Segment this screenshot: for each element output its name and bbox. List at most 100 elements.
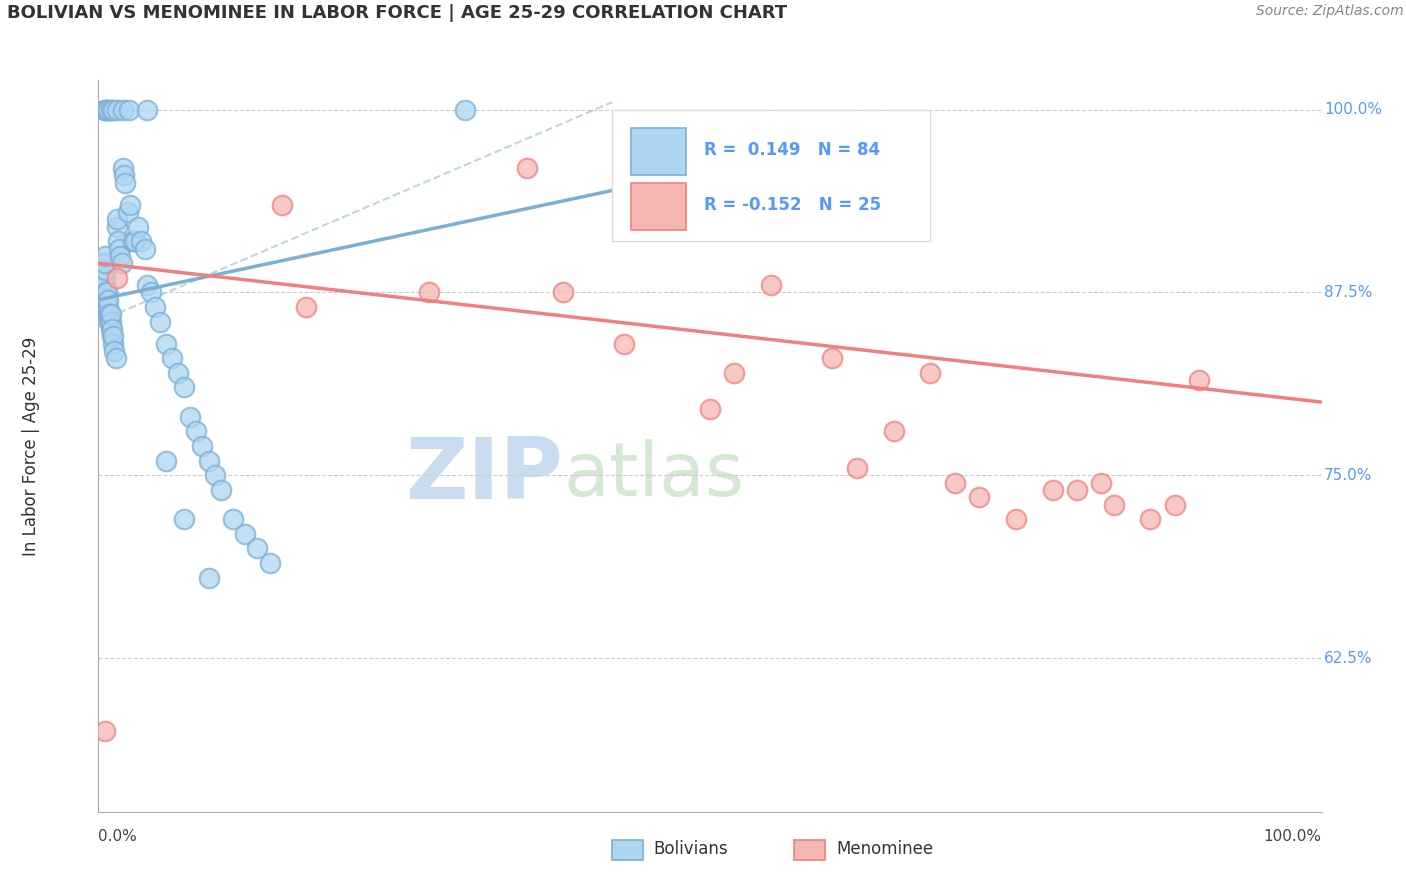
Text: 62.5%: 62.5% xyxy=(1324,650,1372,665)
Point xyxy=(93,285,115,300)
Point xyxy=(103,343,125,358)
Point xyxy=(173,380,195,394)
Point xyxy=(101,322,124,336)
Point xyxy=(110,249,132,263)
Point xyxy=(1102,498,1125,512)
Point xyxy=(93,300,115,314)
Point xyxy=(97,293,120,307)
Text: 0.0%: 0.0% xyxy=(98,830,138,844)
Point xyxy=(96,300,118,314)
Point xyxy=(129,234,152,248)
Point xyxy=(108,242,131,256)
Point xyxy=(111,256,134,270)
Point xyxy=(295,300,318,314)
Text: 75.0%: 75.0% xyxy=(1324,467,1372,483)
Point xyxy=(1042,483,1064,497)
Point xyxy=(155,453,177,467)
Point xyxy=(105,219,128,234)
Point xyxy=(105,103,128,117)
Point xyxy=(101,103,124,117)
Point xyxy=(94,293,117,307)
Point xyxy=(920,366,942,380)
Point xyxy=(222,512,245,526)
Point xyxy=(118,103,141,117)
Point xyxy=(967,490,990,504)
Point xyxy=(723,366,745,380)
Point xyxy=(259,556,281,570)
Point xyxy=(96,103,118,117)
Point xyxy=(209,483,232,497)
Point xyxy=(100,322,122,336)
Point xyxy=(91,278,114,293)
Point xyxy=(761,278,783,293)
Point xyxy=(91,278,114,293)
Text: atlas: atlas xyxy=(564,439,744,512)
Point xyxy=(134,242,156,256)
Point xyxy=(112,169,135,183)
Point xyxy=(173,512,195,526)
Point xyxy=(167,366,190,380)
Point xyxy=(1066,483,1088,497)
Point xyxy=(93,103,115,117)
Point xyxy=(136,278,159,293)
Point xyxy=(143,300,166,314)
Point xyxy=(454,103,477,117)
Point xyxy=(204,468,226,483)
Point xyxy=(93,263,115,277)
Text: Bolivians: Bolivians xyxy=(654,840,728,858)
Point xyxy=(90,270,112,285)
Point xyxy=(845,461,868,475)
Point xyxy=(821,351,844,366)
Point xyxy=(120,197,142,211)
Point xyxy=(105,212,128,227)
Point xyxy=(160,351,183,366)
Text: ZIP: ZIP xyxy=(405,434,564,516)
Point xyxy=(100,307,122,321)
Point xyxy=(1188,373,1211,387)
Point xyxy=(943,475,966,490)
Point xyxy=(186,425,208,439)
Point xyxy=(98,315,121,329)
FancyBboxPatch shape xyxy=(612,110,931,241)
Text: 100.0%: 100.0% xyxy=(1264,830,1322,844)
Point xyxy=(246,541,269,556)
Point xyxy=(121,234,143,248)
Point xyxy=(127,219,149,234)
Point xyxy=(98,307,121,321)
Text: 87.5%: 87.5% xyxy=(1324,285,1372,300)
FancyBboxPatch shape xyxy=(630,183,686,230)
FancyBboxPatch shape xyxy=(630,128,686,176)
Point xyxy=(107,234,129,248)
Point xyxy=(699,402,721,417)
Point xyxy=(97,300,120,314)
Point xyxy=(233,526,256,541)
Point xyxy=(179,409,201,424)
Point xyxy=(93,278,115,293)
Point xyxy=(91,293,114,307)
Point xyxy=(93,724,115,739)
Point xyxy=(93,270,115,285)
Point xyxy=(101,329,124,343)
Point xyxy=(155,336,177,351)
Point xyxy=(93,256,115,270)
Point xyxy=(191,439,214,453)
Point xyxy=(93,249,115,263)
Text: R =  0.149   N = 84: R = 0.149 N = 84 xyxy=(704,141,880,159)
Text: R = -0.152   N = 25: R = -0.152 N = 25 xyxy=(704,195,882,213)
Point xyxy=(104,351,127,366)
Point xyxy=(114,176,136,190)
Point xyxy=(100,315,122,329)
Point xyxy=(124,234,146,248)
Text: Source: ZipAtlas.com: Source: ZipAtlas.com xyxy=(1256,4,1403,19)
Text: BOLIVIAN VS MENOMINEE IN LABOR FORCE | AGE 25-29 CORRELATION CHART: BOLIVIAN VS MENOMINEE IN LABOR FORCE | A… xyxy=(7,4,787,22)
Point xyxy=(94,285,117,300)
Point xyxy=(91,263,114,277)
Point xyxy=(93,103,115,117)
Point xyxy=(101,329,124,343)
Point xyxy=(613,336,636,351)
Point xyxy=(96,293,118,307)
Point xyxy=(197,571,219,585)
Point xyxy=(97,103,120,117)
Text: In Labor Force | Age 25-29: In Labor Force | Age 25-29 xyxy=(22,336,41,556)
Text: 100.0%: 100.0% xyxy=(1324,102,1382,117)
